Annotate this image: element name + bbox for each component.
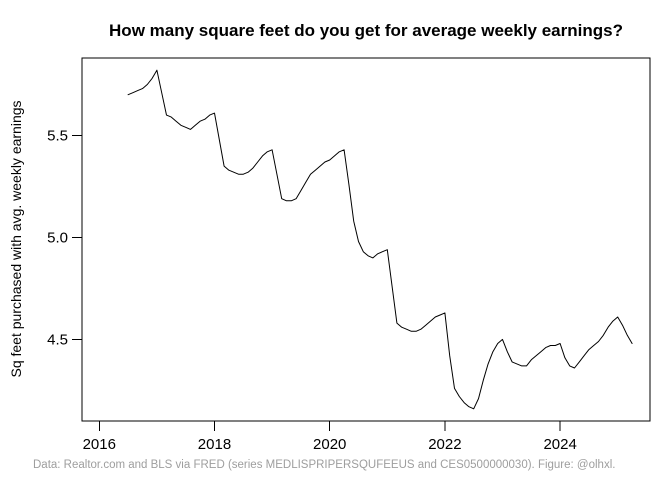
x-tick-label: 2020 [313, 436, 346, 453]
x-tick-label: 2018 [198, 436, 231, 453]
x-tick-label: 2016 [83, 436, 116, 453]
plot-box [81, 57, 651, 422]
y-tick-label: 5.0 [47, 229, 68, 246]
y-axis-label: Sq feet purchased with avg. weekly earni… [8, 100, 24, 378]
x-tick-label: 2024 [543, 436, 576, 453]
caption: Data: Realtor.com and BLS via FRED (seri… [33, 459, 616, 471]
data-line [127, 69, 633, 410]
chart-title: How many square feet do you get for aver… [109, 21, 623, 40]
y-tick-label: 5.5 [47, 127, 68, 144]
x-tick-label: 2022 [428, 436, 461, 453]
y-tick-label: 4.5 [47, 331, 68, 348]
